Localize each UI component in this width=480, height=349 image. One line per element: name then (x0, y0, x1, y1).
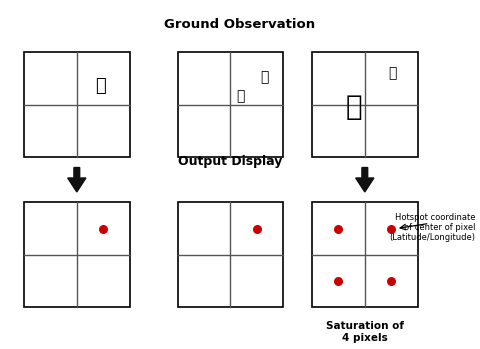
Text: Output Display: Output Display (178, 155, 283, 168)
Point (387, 226, 395, 231)
Bar (24, 202, 130, 307)
Text: Saturation of
4 pixels: Saturation of 4 pixels (326, 321, 404, 343)
Text: 🔥: 🔥 (260, 70, 268, 84)
Point (335, 278, 342, 284)
Text: 🔥: 🔥 (388, 66, 396, 80)
Bar (312, 52, 418, 157)
Text: 🔥: 🔥 (95, 77, 106, 95)
Bar (312, 202, 418, 307)
Text: 🔥: 🔥 (346, 93, 362, 121)
FancyArrow shape (68, 168, 86, 192)
Point (253, 226, 261, 231)
Point (387, 278, 395, 284)
Text: Hotspot coordinate
of center of pixel
(Latitude/Longitude): Hotspot coordinate of center of pixel (L… (389, 213, 475, 243)
Text: 🔥: 🔥 (237, 89, 245, 103)
Bar (24, 52, 130, 157)
Point (99, 226, 107, 231)
Point (335, 226, 342, 231)
Text: Ground Observation: Ground Observation (165, 18, 315, 31)
Bar (178, 202, 283, 307)
Bar (178, 52, 283, 157)
FancyArrow shape (356, 168, 374, 192)
